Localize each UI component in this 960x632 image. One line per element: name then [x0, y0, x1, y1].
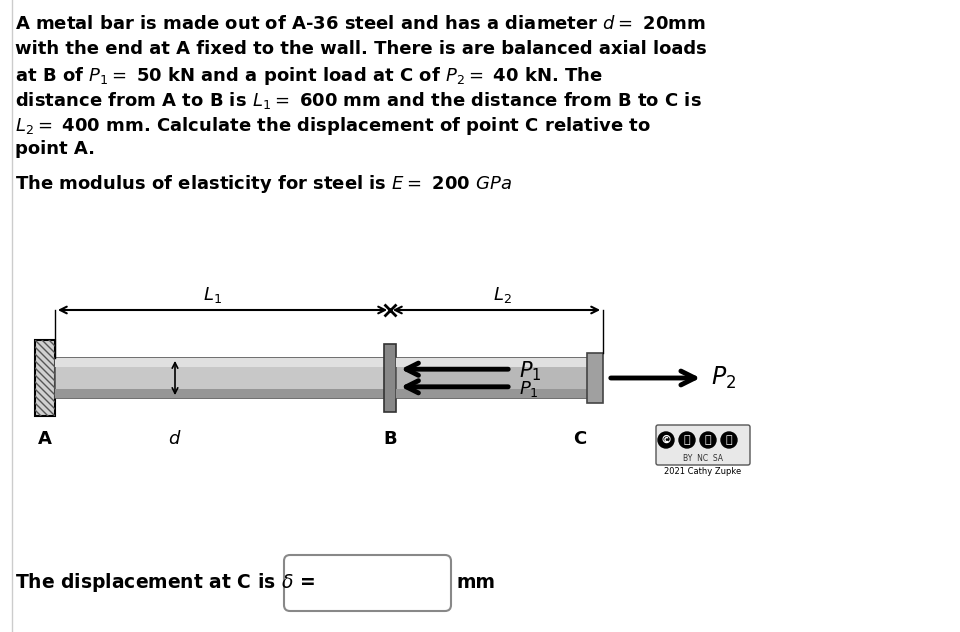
Text: $L_2 = $ 400 mm. Calculate the displacement of point C relative to: $L_2 = $ 400 mm. Calculate the displacem… [15, 115, 651, 137]
Text: $P_1$: $P_1$ [519, 379, 539, 399]
FancyBboxPatch shape [656, 425, 750, 465]
Bar [396, 358, 595, 398]
Text: $L_2$: $L_2$ [493, 285, 512, 305]
Text: Ⓢ: Ⓢ [705, 435, 711, 445]
Text: $P_2$: $P_2$ [711, 365, 736, 391]
Text: ⓘ: ⓘ [684, 435, 690, 445]
Bar [587, 353, 603, 403]
Text: BY  NC  SA: BY NC SA [683, 454, 723, 463]
Bar [396, 389, 595, 398]
Bar [55, 358, 390, 398]
Bar [55, 389, 390, 398]
Text: $d$: $d$ [168, 430, 181, 448]
Circle shape [679, 432, 695, 448]
Text: distance from A to B is $L_1 = $ 600 mm and the distance from B to C is: distance from A to B is $L_1 = $ 600 mm … [15, 90, 702, 111]
Bar [384, 344, 396, 412]
Text: mm: mm [457, 573, 496, 593]
Text: $L_1$: $L_1$ [204, 285, 222, 305]
Bar [396, 358, 595, 367]
Text: A: A [38, 430, 52, 448]
Circle shape [721, 432, 737, 448]
Bar [55, 358, 390, 367]
Text: point A.: point A. [15, 140, 95, 158]
Bar [35, 340, 55, 416]
Text: B: B [383, 430, 396, 448]
Text: with the end at A fixed to the wall. There is are balanced axial loads: with the end at A fixed to the wall. The… [15, 40, 707, 58]
Text: A metal bar is made out of A-36 steel and has a diameter $d = $ 20mm: A metal bar is made out of A-36 steel an… [15, 15, 706, 33]
Text: 2021 Cathy Zupke: 2021 Cathy Zupke [664, 467, 742, 476]
Text: Ⓞ: Ⓞ [726, 435, 732, 445]
Text: at B of $P_1 = $ 50 kN and a point load at C of $P_2 = $ 40 kN. The: at B of $P_1 = $ 50 kN and a point load … [15, 65, 603, 87]
Text: ©: © [660, 435, 672, 445]
FancyBboxPatch shape [284, 555, 451, 611]
Circle shape [658, 432, 674, 448]
Text: $P_1$: $P_1$ [519, 360, 541, 383]
Text: The displacement at C is $\delta$ =: The displacement at C is $\delta$ = [15, 571, 315, 595]
Text: The modulus of elasticity for steel is $E = $ 200 $GPa$: The modulus of elasticity for steel is $… [15, 173, 512, 195]
Circle shape [700, 432, 716, 448]
Text: C: C [573, 430, 587, 448]
